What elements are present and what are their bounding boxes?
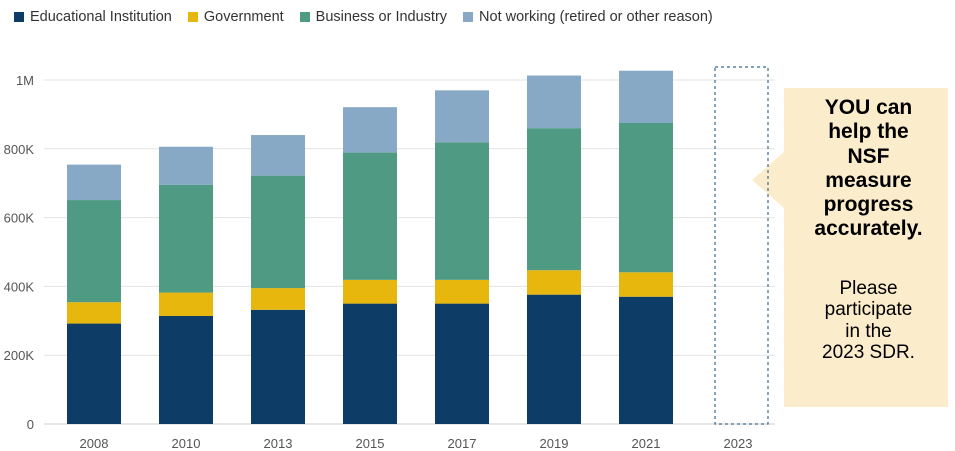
legend-item: Government xyxy=(187,9,284,25)
legend-label: Government xyxy=(203,9,284,25)
bar-segment xyxy=(343,279,397,304)
x-tick-label: 2017 xyxy=(448,436,477,451)
callout-body: Please participate in the 2023 SDR. xyxy=(790,278,947,364)
y-tick-label: 600K xyxy=(4,211,35,226)
y-tick-label: 800K xyxy=(4,142,35,157)
callout-text: YOU can help the NSF measure progress ac… xyxy=(790,96,947,364)
bar-segment xyxy=(67,200,121,303)
bar-segment xyxy=(251,175,305,289)
callout-headline-line: YOU can xyxy=(824,96,913,119)
bar-segment xyxy=(435,303,489,424)
legend-item: Business or Industry xyxy=(299,9,448,25)
x-tick-label: 2008 xyxy=(80,436,109,451)
bar-segment xyxy=(619,123,673,273)
bar-segment xyxy=(343,152,397,280)
bar-segment xyxy=(67,323,121,424)
x-tick-label: 2021 xyxy=(632,436,661,451)
bar-segment xyxy=(251,135,305,176)
bar-segment xyxy=(343,303,397,424)
bar-segment xyxy=(527,294,581,424)
x-tick-label: 2010 xyxy=(172,436,201,451)
y-tick-label: 400K xyxy=(4,279,35,294)
placeholder-bar-outline xyxy=(714,66,769,425)
callout-body-line: in the xyxy=(845,320,892,342)
y-tick-label: 200K xyxy=(4,348,35,363)
legend-label: Business or Industry xyxy=(315,9,448,25)
bar-segment xyxy=(527,128,581,271)
bar-segment xyxy=(435,279,489,304)
bar-segment xyxy=(159,292,213,316)
legend-swatch xyxy=(14,12,24,22)
callout-body-line: Please xyxy=(839,277,898,299)
bar-segment xyxy=(159,315,213,424)
legend-item: Educational Institution xyxy=(14,9,172,25)
bar-segment xyxy=(435,90,489,143)
bar-segment xyxy=(159,184,213,293)
bar-segment xyxy=(251,309,305,424)
bar-segment xyxy=(619,70,673,123)
legend-swatch xyxy=(299,12,310,22)
chart-legend: Educational Institution Government Busines… xyxy=(14,9,713,25)
callout-body-line: participate xyxy=(824,299,913,321)
callout-headline-line: NSF xyxy=(847,144,890,168)
legend-swatch xyxy=(187,12,198,22)
legend-swatch xyxy=(463,12,474,22)
bar-segment xyxy=(67,302,121,324)
x-tick-label: 2023 xyxy=(724,436,753,451)
callout-headline-line: accurately. xyxy=(814,217,923,241)
x-tick-label: 2015 xyxy=(356,436,385,451)
callout-body-line: 2023 SDR. xyxy=(822,342,915,364)
y-tick-label: 1M xyxy=(16,73,34,88)
bar-segment xyxy=(619,296,673,424)
bar-segment xyxy=(343,107,397,153)
bar-segment xyxy=(527,270,581,295)
x-tick-label: 2013 xyxy=(264,436,293,451)
bar-segment xyxy=(527,75,581,129)
x-tick-label: 2019 xyxy=(540,436,569,451)
callout-headline: YOU can help the NSF measure progress ac… xyxy=(790,96,947,242)
bar-segment xyxy=(251,288,305,310)
bar-segment xyxy=(435,142,489,280)
y-tick-label: 0 xyxy=(27,417,34,432)
legend-label: Educational Institution xyxy=(30,9,172,25)
legend-item: Not working (retired or other reason) xyxy=(463,9,713,25)
callout-bubble xyxy=(752,88,948,407)
callout-headline-line: progress xyxy=(823,193,914,217)
bar-segment xyxy=(67,164,121,201)
bar-segment xyxy=(159,146,213,185)
callout-headline-line: measure xyxy=(825,168,912,192)
callout-headline-line: help the xyxy=(828,120,909,144)
bar-segment xyxy=(619,272,673,297)
legend-label: Not working (retired or other reason) xyxy=(479,9,713,25)
